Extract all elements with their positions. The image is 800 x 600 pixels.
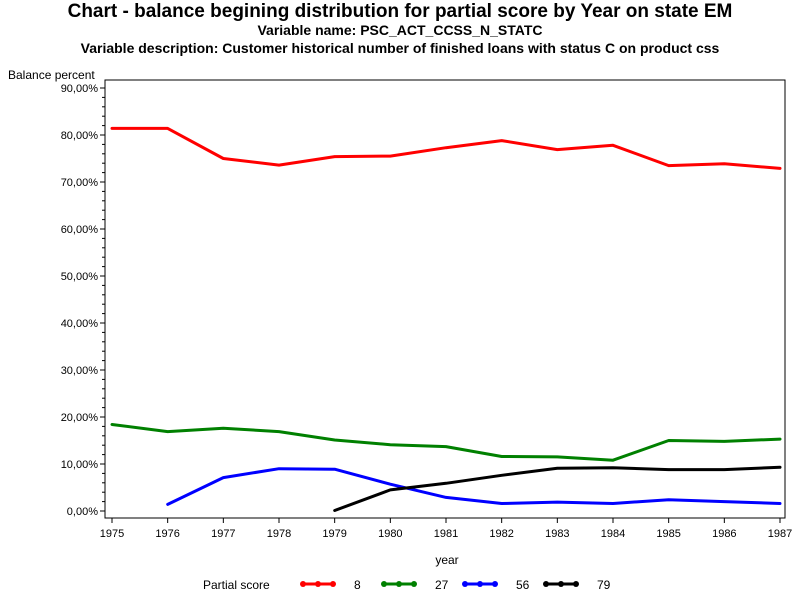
chart-title: Chart - balance begining distribution fo… bbox=[67, 1, 733, 22]
legend-marker bbox=[492, 581, 498, 587]
y-tick-label: 10,00% bbox=[61, 459, 99, 471]
legend-marker bbox=[330, 581, 336, 587]
x-tick-label: 1979 bbox=[322, 528, 346, 540]
x-tick-label: 1983 bbox=[545, 528, 569, 540]
series-lines bbox=[110, 126, 782, 512]
x-axis: 1975 1976 1977 1978 1979 1980 1981 1982 1983 1984… bbox=[100, 518, 792, 540]
y-tick-label: 60,00% bbox=[61, 224, 99, 236]
series-line-8 bbox=[110, 126, 782, 170]
y-axis: 0,00% 10,00% 20,00% 30,00% 40,00% 50,00% 60,00… bbox=[61, 83, 105, 518]
y-tick-label: 80,00% bbox=[61, 130, 99, 142]
x-tick-label: 1987 bbox=[768, 528, 792, 540]
legend-marker bbox=[477, 581, 483, 587]
x-tick-label: 1985 bbox=[656, 528, 680, 540]
legend-marker bbox=[558, 581, 564, 587]
legend-marker bbox=[381, 581, 387, 587]
y-tick-label: 30,00% bbox=[61, 365, 99, 377]
y-tick-label: 20,00% bbox=[61, 412, 99, 424]
x-tick-label: 1976 bbox=[155, 528, 179, 540]
x-axis-label: year bbox=[435, 553, 458, 567]
x-tick-label: 1977 bbox=[211, 528, 235, 540]
y-axis-label: Balance percent bbox=[8, 68, 95, 82]
x-tick-label: 1975 bbox=[100, 528, 124, 540]
chart-description: Variable description: Customer historica… bbox=[80, 40, 720, 56]
legend-marker bbox=[300, 581, 306, 587]
y-tick-label: 90,00% bbox=[61, 83, 99, 95]
legend-marker bbox=[411, 581, 417, 587]
legend-label-27: 27 bbox=[435, 578, 449, 592]
x-tick-label: 1984 bbox=[601, 528, 625, 540]
x-tick-label: 1980 bbox=[378, 528, 402, 540]
legend-label-79: 79 bbox=[597, 578, 611, 592]
legend-marker bbox=[543, 581, 549, 587]
legend-title: Partial score bbox=[203, 578, 270, 592]
series-line-27 bbox=[110, 423, 782, 462]
x-tick-label: 1981 bbox=[434, 528, 458, 540]
y-tick-label: 70,00% bbox=[61, 177, 99, 189]
legend: Partial score 8 27 56 79 bbox=[203, 578, 611, 592]
y-tick-label: 40,00% bbox=[61, 318, 99, 330]
series-line-79 bbox=[333, 465, 782, 512]
plot-area bbox=[104, 79, 786, 519]
x-tick-label: 1986 bbox=[712, 528, 736, 540]
x-tick-label: 1978 bbox=[267, 528, 291, 540]
chart-subtitle: Variable name: PSC_ACT_CCSS_N_STATC bbox=[257, 22, 543, 38]
legend-marker bbox=[462, 581, 468, 587]
legend-label-8: 8 bbox=[354, 578, 361, 592]
legend-marker bbox=[396, 581, 402, 587]
legend-marker bbox=[315, 581, 321, 587]
x-tick-label: 1982 bbox=[489, 528, 513, 540]
y-tick-label: 0,00% bbox=[67, 506, 98, 518]
series-line-56 bbox=[166, 467, 782, 506]
legend-label-56: 56 bbox=[516, 578, 530, 592]
y-tick-label: 50,00% bbox=[61, 271, 99, 283]
legend-marker bbox=[573, 581, 579, 587]
